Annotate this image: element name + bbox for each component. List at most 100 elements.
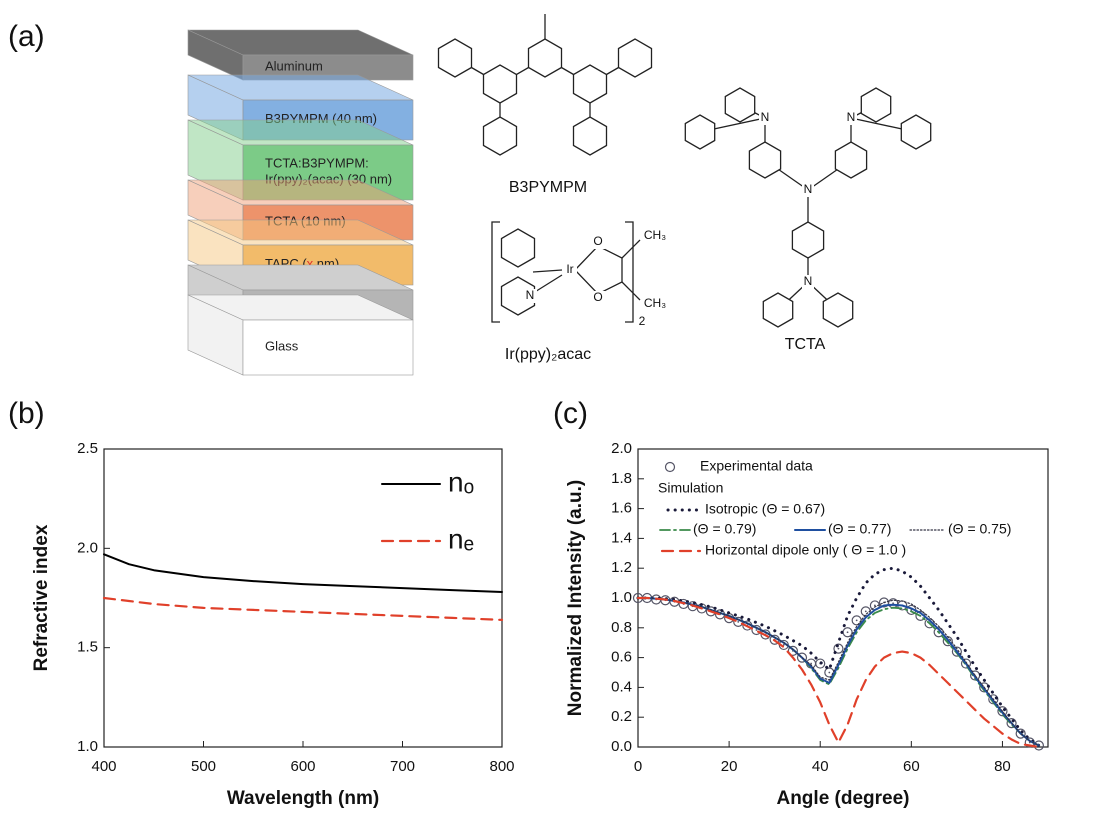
ring [484,65,517,103]
x-tick-label: 40 [812,758,829,775]
marker-dot [847,631,849,633]
ring [835,142,866,178]
molecule-name: Ir(ppy)₂acac [505,346,591,363]
atom-label: N [804,182,813,196]
atom-label: N [761,110,770,124]
y-tick-label: 0.2 [611,708,632,725]
series-line [638,598,1039,746]
figure: (a) (b) (c) AluminumB3PYMPM (40 nm)TCTA:… [0,0,1100,817]
atom-label: O [593,234,602,248]
bond [622,240,640,258]
x-tick-label: 80 [994,758,1011,775]
legend-heading: Simulation [658,480,723,496]
data-point [889,599,898,608]
atom-label: N [804,274,813,288]
y-tick-label: 0.0 [611,738,632,755]
ring [574,117,607,155]
atom-label: 2 [639,314,646,328]
ring [792,222,823,258]
legend-label: nₑ [448,523,474,554]
x-axis-label: Wavelength (nm) [227,788,379,809]
plot-frame [104,449,502,747]
layer-label: Aluminum [265,59,323,74]
molecule-name: TCTA [785,336,826,353]
marker-dot [838,648,840,650]
panel-label: (b) [8,397,45,430]
series-line [638,598,1039,746]
legend-label: Horizontal dipole only ( Θ = 1.0 ) [705,542,906,558]
layer-label-part: Aluminum [265,59,323,74]
atom-label: Ir [566,262,573,276]
x-tick-label: 0 [634,758,642,775]
bond [622,282,640,300]
ring [823,293,852,327]
ring [749,142,780,178]
acac-ring [575,246,622,294]
bond [533,270,562,272]
x-tick-label: 60 [903,758,920,775]
atom-label: CH₃ [644,296,666,310]
y-tick-label: 2.0 [77,539,98,556]
molecules: B3PYMPM Ir N O O CH₃ CH₃ 2 Ir(ppy)₂acac N N N N TCTA [439,14,931,363]
ring [619,39,652,77]
legend-marker [666,463,675,472]
marker-dot [865,611,867,613]
legend-label: nₒ [448,466,474,497]
atom-label: O [593,290,602,304]
legend-label: (Θ = 0.75) [948,521,1011,537]
y-tick-label: 1.2 [611,559,632,576]
marker-dot [756,629,758,631]
series-line [104,598,502,620]
y-tick-label: 2.5 [77,440,98,457]
y-axis-label: Normalized Intensity (a.u.) [565,480,586,716]
ring [502,229,535,267]
layer-label: Glass [265,339,299,354]
layer-label-part: Glass [265,339,299,354]
x-tick-label: 500 [191,758,216,775]
x-tick-label: 600 [290,758,315,775]
ring [901,115,930,149]
x-tick-label: 20 [721,758,738,775]
y-tick-label: 1.8 [611,470,632,487]
y-axis-label: Refractive index [31,524,52,671]
data-point [852,616,861,625]
ring [529,39,562,77]
ring [574,65,607,103]
ring [484,117,517,155]
legend-label: Isotropic (Θ = 0.67) [705,501,825,517]
x-axis-label: Angle (degree) [776,788,909,809]
y-tick-label: 1.0 [611,589,632,606]
panel-label: (a) [8,20,45,53]
ring [861,88,890,122]
layer-stack: AluminumB3PYMPM (40 nm)TCTA:B3PYMPM:Ir(p… [188,30,413,375]
atom-label: CH₃ [644,228,666,242]
y-tick-label: 1.5 [77,639,98,656]
y-tick-label: 0.6 [611,649,632,666]
marker-dot [737,621,739,623]
layer-label: TCTA:B3PYMPM: [265,156,369,171]
layer-label-part: TCTA:B3PYMPM: [265,156,369,171]
atom-label: N [526,288,535,302]
legend-label: (Θ = 0.79) [693,521,756,537]
ring [725,88,754,122]
legend-label: (Θ = 0.77) [828,521,891,537]
series-line [638,598,1039,746]
y-tick-label: 1.6 [611,500,632,517]
series-line [638,568,1039,745]
legend-label: Experimental data [700,458,813,474]
y-tick-label: 0.4 [611,678,632,695]
y-tick-label: 0.8 [611,619,632,636]
marker-dot [856,619,858,621]
series-line [104,554,502,592]
x-tick-label: 400 [91,758,116,775]
ring [685,115,714,149]
atom-label: N [847,110,856,124]
y-tick-label: 2.0 [611,440,632,457]
molecule-name: B3PYMPM [509,179,587,196]
ring [439,39,472,77]
data-point [843,628,852,637]
x-tick-label: 800 [489,758,514,775]
y-tick-label: 1.4 [611,529,632,546]
ring [763,293,792,327]
page: {"panel_labels":["(a)","(b)","(c)"], "di… [0,0,1100,817]
